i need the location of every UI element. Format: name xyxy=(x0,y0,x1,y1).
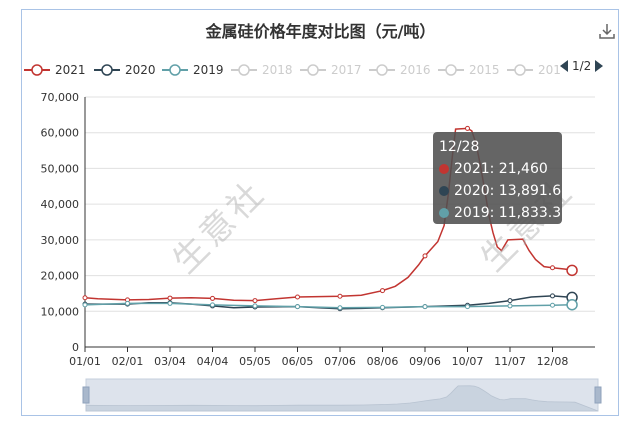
tooltip-date: 12/28 xyxy=(439,139,480,155)
x-tick-label: 09/06 xyxy=(409,355,441,368)
data-point xyxy=(422,304,428,310)
legend: 2021 2020 2019 2018 2017 2016 2015 201 xyxy=(24,58,614,82)
y-tick-label: 10,000 xyxy=(41,305,80,318)
legend-label: 2021 xyxy=(55,63,86,77)
x-tick-label: 11/07 xyxy=(494,355,526,368)
data-point xyxy=(125,300,130,306)
legend-label: 201 xyxy=(538,63,561,77)
legend-line-icon xyxy=(438,64,464,76)
chart-title: 金属硅价格年度对比图（元/吨） xyxy=(205,22,436,41)
series-dot-icon xyxy=(439,186,449,196)
y-tick-label: 40,000 xyxy=(41,198,80,211)
legend-label: 2019 xyxy=(193,63,224,77)
data-point xyxy=(82,295,88,301)
x-tick-label: 06/05 xyxy=(282,355,314,368)
data-point xyxy=(380,304,385,310)
x-tick-label: 07/06 xyxy=(324,355,356,368)
data-point xyxy=(465,304,470,310)
tooltip: 12/28 2021: 21,460 2020: 13,891.67 2019:… xyxy=(433,132,570,224)
data-point xyxy=(380,288,385,294)
data-point xyxy=(295,294,300,300)
chart-frame xyxy=(21,9,619,416)
tooltip-row-2019: 2019: 11,833.33 xyxy=(439,202,570,224)
x-tick-label: 08/06 xyxy=(367,355,399,368)
y-tick-label: 50,000 xyxy=(41,162,80,175)
y-tick-label: 60,000 xyxy=(41,127,80,140)
arrow-right-icon[interactable] xyxy=(595,60,604,72)
legend-item-2020[interactable]: 2020 xyxy=(94,58,156,82)
x-tick-label: 12/08 xyxy=(537,355,569,368)
y-tick-label: 20,000 xyxy=(41,270,80,283)
data-point xyxy=(422,253,428,259)
legend-label: 2018 xyxy=(262,63,293,77)
legend-item-2019[interactable]: 2019 xyxy=(162,58,224,82)
data-point xyxy=(82,302,88,308)
x-tick-label: 02/01 xyxy=(112,355,144,368)
data-point xyxy=(210,295,215,301)
legend-line-icon xyxy=(162,64,188,76)
data-point xyxy=(507,298,513,304)
data-point xyxy=(465,125,470,131)
tooltip-value: 2020: 13,891.67 xyxy=(454,183,571,199)
data-point xyxy=(295,304,300,310)
data-point xyxy=(252,303,258,309)
legend-line-icon xyxy=(231,64,257,76)
x-tick-label: 10/07 xyxy=(452,355,484,368)
legend-pager: 1/2 xyxy=(560,59,604,73)
highlight-point xyxy=(566,264,578,277)
tooltip-value: 2021: 21,460 xyxy=(454,161,548,177)
zoom-slider-preview xyxy=(85,385,599,412)
legend-line-icon xyxy=(507,64,533,76)
tooltip-row-2020: 2020: 13,891.67 xyxy=(439,180,570,202)
series-dot-icon xyxy=(439,208,449,218)
legend-item-201[interactable]: 201 xyxy=(507,58,561,82)
data-point xyxy=(252,298,258,304)
series-dot-icon xyxy=(439,164,449,174)
data-point xyxy=(210,302,215,308)
legend-label: 2016 xyxy=(400,63,431,77)
x-tick-label: 04/04 xyxy=(197,355,229,368)
data-point xyxy=(337,305,343,311)
x-tick-label: 05/05 xyxy=(239,355,271,368)
zoom-handle xyxy=(594,386,602,404)
tooltip-value: 2019: 11,833.33 xyxy=(454,205,571,221)
data-point xyxy=(550,293,555,299)
legend-item-2021[interactable]: 2021 xyxy=(24,58,86,82)
legend-item-2016[interactable]: 2016 xyxy=(369,58,431,82)
legend-item-2018[interactable]: 2018 xyxy=(231,58,293,82)
arrow-left-icon[interactable] xyxy=(560,60,568,72)
legend-item-2017[interactable]: 2017 xyxy=(300,58,362,82)
series-line-2019 xyxy=(84,302,573,309)
legend-label: 2015 xyxy=(469,63,500,77)
legend-line-icon xyxy=(94,64,120,76)
legend-item-2015[interactable]: 2015 xyxy=(438,58,500,82)
x-tick-label: 03/04 xyxy=(154,355,186,368)
download-icon[interactable] xyxy=(598,22,616,40)
data-point xyxy=(167,300,173,306)
legend-line-icon xyxy=(369,64,395,76)
data-point xyxy=(167,295,173,301)
y-tick-label: 70,000 xyxy=(41,91,80,104)
legend-line-icon xyxy=(24,64,50,76)
data-point xyxy=(550,265,555,271)
legend-page-indicator: 1/2 xyxy=(572,59,592,73)
zoom-handle xyxy=(82,386,90,404)
data-point xyxy=(337,293,343,299)
data-point xyxy=(550,302,555,308)
legend-label: 2017 xyxy=(331,63,362,77)
y-tick-label: 30,000 xyxy=(41,234,80,247)
y-tick-label: 0 xyxy=(72,341,79,354)
tooltip-row-2021: 2021: 21,460 xyxy=(439,158,556,180)
legend-label: 2020 xyxy=(125,63,156,77)
data-point xyxy=(507,303,513,309)
x-tick-label: 01/01 xyxy=(69,355,101,368)
highlight-point xyxy=(566,298,578,311)
series-line-2021 xyxy=(84,127,573,302)
legend-line-icon xyxy=(300,64,326,76)
